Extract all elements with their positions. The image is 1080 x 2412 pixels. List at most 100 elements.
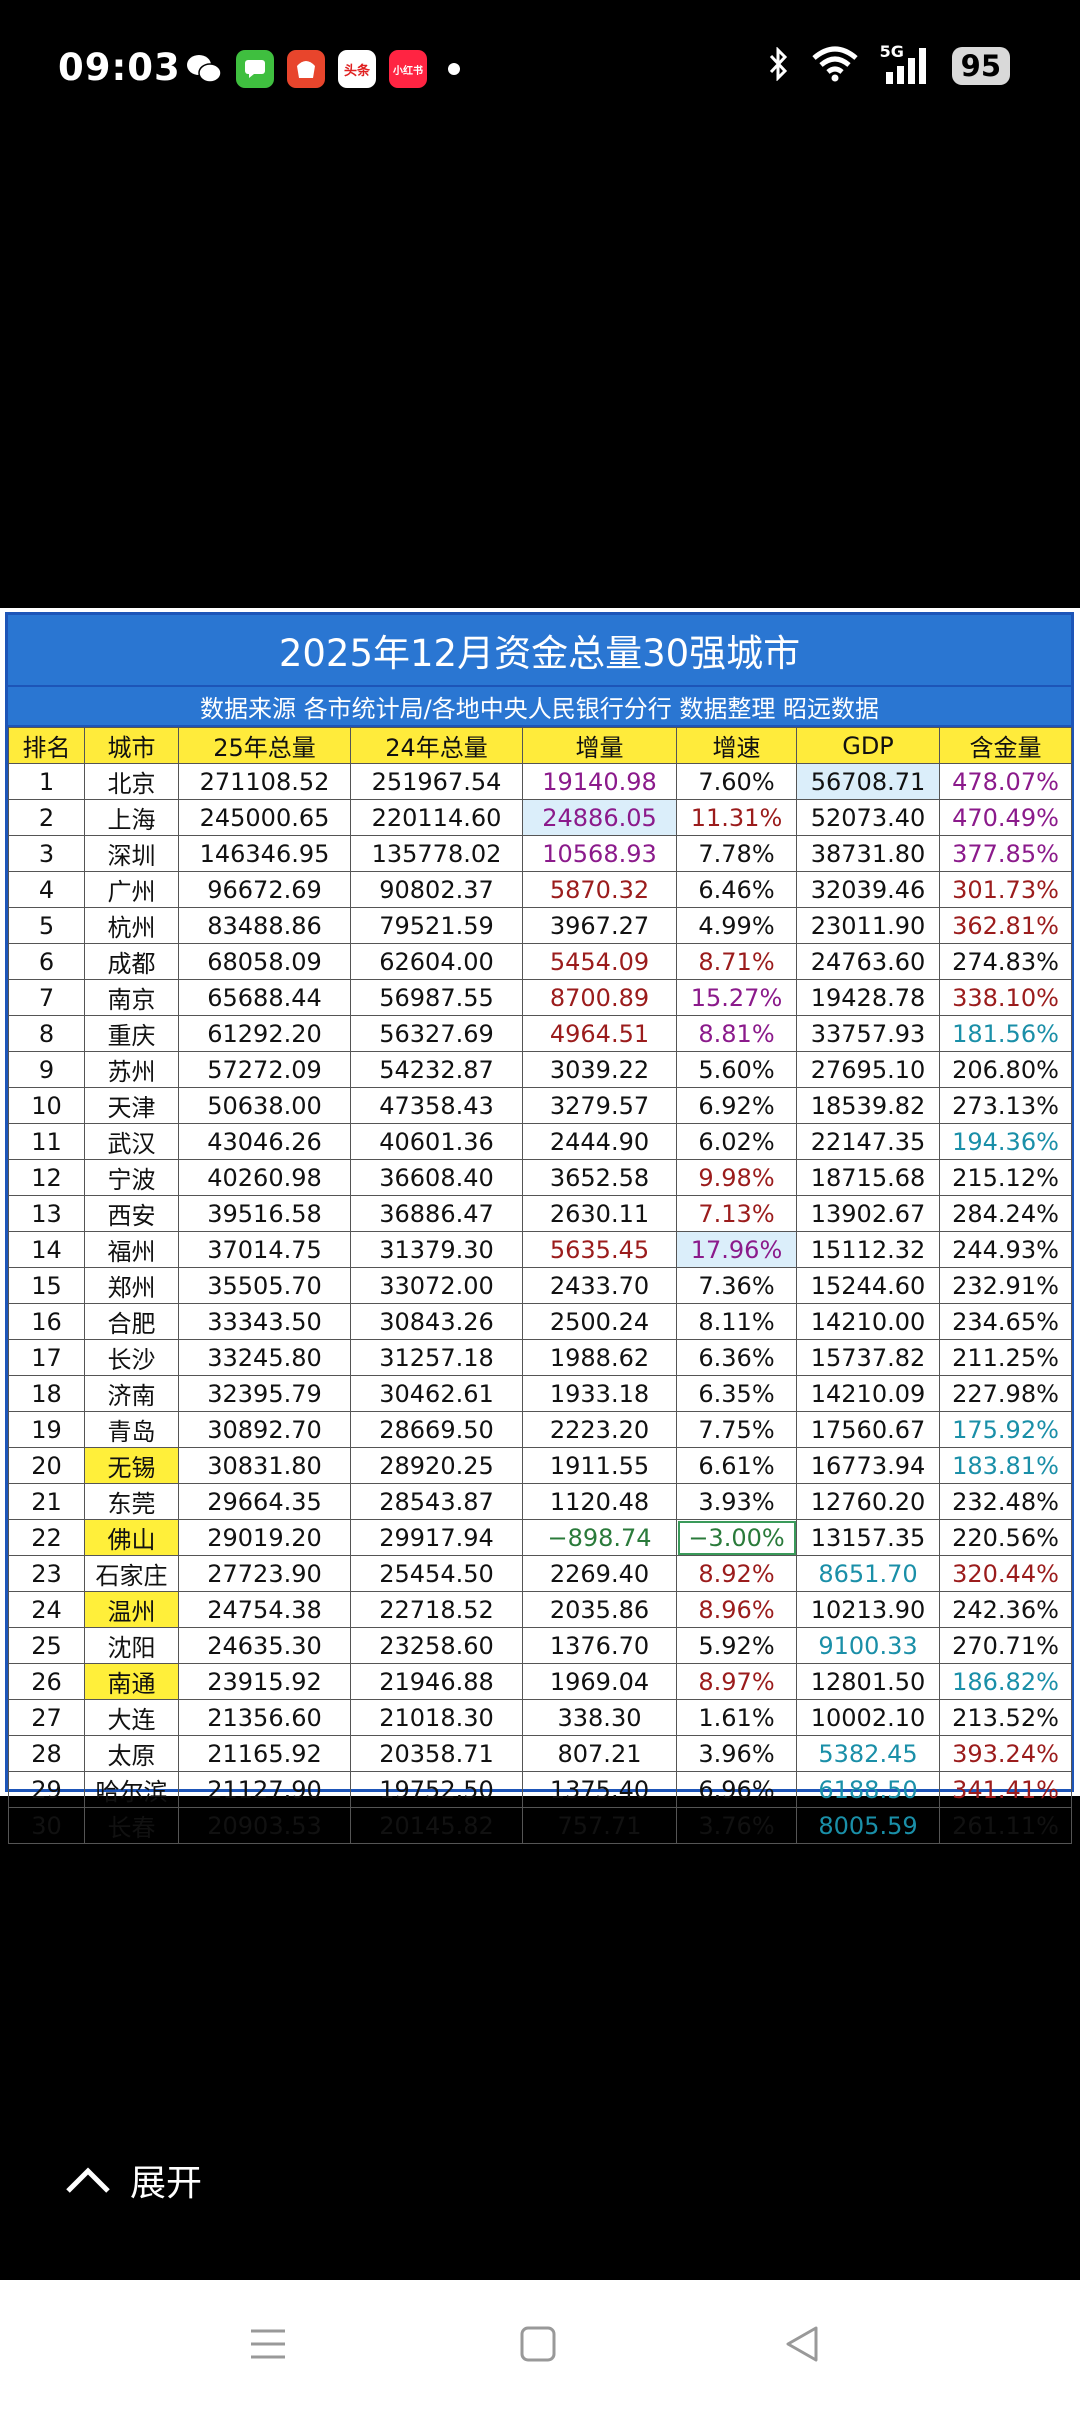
cell-growth-rate: −3.00%	[676, 1519, 797, 1556]
cell-gold-content: 478.07%	[939, 763, 1072, 800]
cell-growth-rate: 7.36%	[676, 1267, 797, 1304]
cell-gold-content: 206.80%	[939, 1051, 1072, 1088]
cell-rank: 16	[8, 1303, 85, 1340]
cell-total-2024: 31379.30	[350, 1231, 523, 1268]
cell-gold-content: 181.56%	[939, 1015, 1072, 1052]
cell-total-2024: 90802.37	[350, 871, 523, 908]
cell-rank: 19	[8, 1411, 85, 1448]
table-row: 25 沈阳 24635.30 23258.60 1376.70 5.92% 9100.33 2…	[8, 1627, 1072, 1664]
toutiao-icon: 头条	[338, 50, 376, 88]
cell-gdp: 18539.82	[796, 1087, 940, 1124]
cell-growth-rate: 8.11%	[676, 1303, 797, 1340]
cell-rank: 4	[8, 871, 85, 908]
menu-button[interactable]	[248, 2324, 288, 2368]
cell-gold-content: 215.12%	[939, 1159, 1072, 1196]
cell-gold-content: 183.81%	[939, 1447, 1072, 1484]
cell-total-2025: 245000.65	[178, 799, 351, 836]
table-image[interactable]: 2025年12月资金总量30强城市 数据来源 各市统计局/各地中央人民银行分行 …	[0, 608, 1080, 1844]
cell-rank: 29	[8, 1771, 85, 1808]
cell-increase: 3039.22	[522, 1051, 677, 1088]
cell-rank: 7	[8, 979, 85, 1016]
header-gold-content: 含金量	[939, 727, 1072, 764]
status-bar: 09:03 头条 小红书 5G 95	[0, 0, 1080, 140]
cell-rank: 17	[8, 1339, 85, 1376]
cell-increase: 2223.20	[522, 1411, 677, 1448]
cell-gdp: 17560.67	[796, 1411, 940, 1448]
cell-gold-content: 242.36%	[939, 1591, 1072, 1628]
cell-increase: 2500.24	[522, 1303, 677, 1340]
battery-indicator: 95	[951, 47, 1010, 85]
cell-growth-rate: 6.46%	[676, 871, 797, 908]
cell-total-2025: 96672.69	[178, 871, 351, 908]
cell-city: 哈尔滨	[84, 1771, 179, 1808]
cell-total-2025: 146346.95	[178, 835, 351, 872]
cell-gold-content: 341.41%	[939, 1771, 1072, 1808]
cell-total-2024: 54232.87	[350, 1051, 523, 1088]
cell-total-2024: 21018.30	[350, 1699, 523, 1736]
cell-increase: 1376.70	[522, 1627, 677, 1664]
cell-growth-rate: 8.96%	[676, 1591, 797, 1628]
cell-total-2024: 79521.59	[350, 907, 523, 944]
cell-growth-rate: 11.31%	[676, 799, 797, 836]
cell-gold-content: 377.85%	[939, 835, 1072, 872]
cell-increase: 19140.98	[522, 763, 677, 800]
cell-increase: 3967.27	[522, 907, 677, 944]
cell-total-2024: 22718.52	[350, 1591, 523, 1628]
cell-increase: 1375.40	[522, 1771, 677, 1808]
cell-gold-content: 261.11%	[939, 1807, 1072, 1844]
cell-growth-rate: 8.81%	[676, 1015, 797, 1052]
cell-total-2025: 65688.44	[178, 979, 351, 1016]
cell-total-2025: 29019.20	[178, 1519, 351, 1556]
cell-rank: 1	[8, 763, 85, 800]
cell-gdp: 23011.90	[796, 907, 940, 944]
back-triangle-icon	[786, 2326, 818, 2362]
cell-total-2024: 56987.55	[350, 979, 523, 1016]
cell-growth-rate: 1.61%	[676, 1699, 797, 1736]
cell-total-2024: 21946.88	[350, 1663, 523, 1700]
cell-gold-content: 194.36%	[939, 1123, 1072, 1160]
bluetooth-icon	[768, 46, 790, 85]
cellular-signal-icon: 5G	[880, 42, 932, 86]
table-row: 6 成都 68058.09 62604.00 5454.09 8.71% 24763.60 2…	[8, 943, 1072, 980]
cell-city: 长春	[84, 1807, 179, 1844]
cell-total-2025: 40260.98	[178, 1159, 351, 1196]
cell-total-2025: 83488.86	[178, 907, 351, 944]
table-subtitle: 数据来源 各市统计局/各地中央人民银行分行 数据整理 昭远数据	[8, 687, 1071, 727]
cell-total-2024: 28920.25	[350, 1447, 523, 1484]
cell-city: 广州	[84, 871, 179, 908]
cell-city: 长沙	[84, 1339, 179, 1376]
cell-gdp: 24763.60	[796, 943, 940, 980]
menu-icon	[251, 2329, 285, 2359]
table-row: 29 哈尔滨 21127.90 19752.50 1375.40 6.96% 6188.50…	[8, 1771, 1072, 1808]
cell-rank: 10	[8, 1087, 85, 1124]
cell-growth-rate: 4.99%	[676, 907, 797, 944]
cell-total-2024: 62604.00	[350, 943, 523, 980]
cell-total-2024: 135778.02	[350, 835, 523, 872]
messages-icon	[236, 50, 274, 88]
cell-total-2024: 19752.50	[350, 1771, 523, 1808]
back-button[interactable]	[782, 2324, 822, 2368]
cell-rank: 30	[8, 1807, 85, 1844]
cell-gold-content: 270.71%	[939, 1627, 1072, 1664]
cell-city: 太原	[84, 1735, 179, 1772]
cell-total-2025: 68058.09	[178, 943, 351, 980]
cell-increase: 2035.86	[522, 1591, 677, 1628]
cell-growth-rate: 5.60%	[676, 1051, 797, 1088]
cell-gold-content: 338.10%	[939, 979, 1072, 1016]
expand-button[interactable]: 展开	[64, 2154, 202, 2206]
cell-city: 佛山	[84, 1519, 179, 1556]
cell-growth-rate: 8.92%	[676, 1555, 797, 1592]
cell-total-2025: 21165.92	[178, 1735, 351, 1772]
cell-rank: 15	[8, 1267, 85, 1304]
cell-total-2025: 20903.53	[178, 1807, 351, 1844]
cell-increase: 5870.32	[522, 871, 677, 908]
cell-city: 东莞	[84, 1483, 179, 1520]
cell-total-2025: 24754.38	[178, 1591, 351, 1628]
cell-total-2025: 271108.52	[178, 763, 351, 800]
cell-city: 沈阳	[84, 1627, 179, 1664]
cell-growth-rate: 6.02%	[676, 1123, 797, 1160]
cell-increase: 338.30	[522, 1699, 677, 1736]
home-button[interactable]	[518, 2324, 558, 2368]
cell-increase: 807.21	[522, 1735, 677, 1772]
cell-growth-rate: 7.60%	[676, 763, 797, 800]
